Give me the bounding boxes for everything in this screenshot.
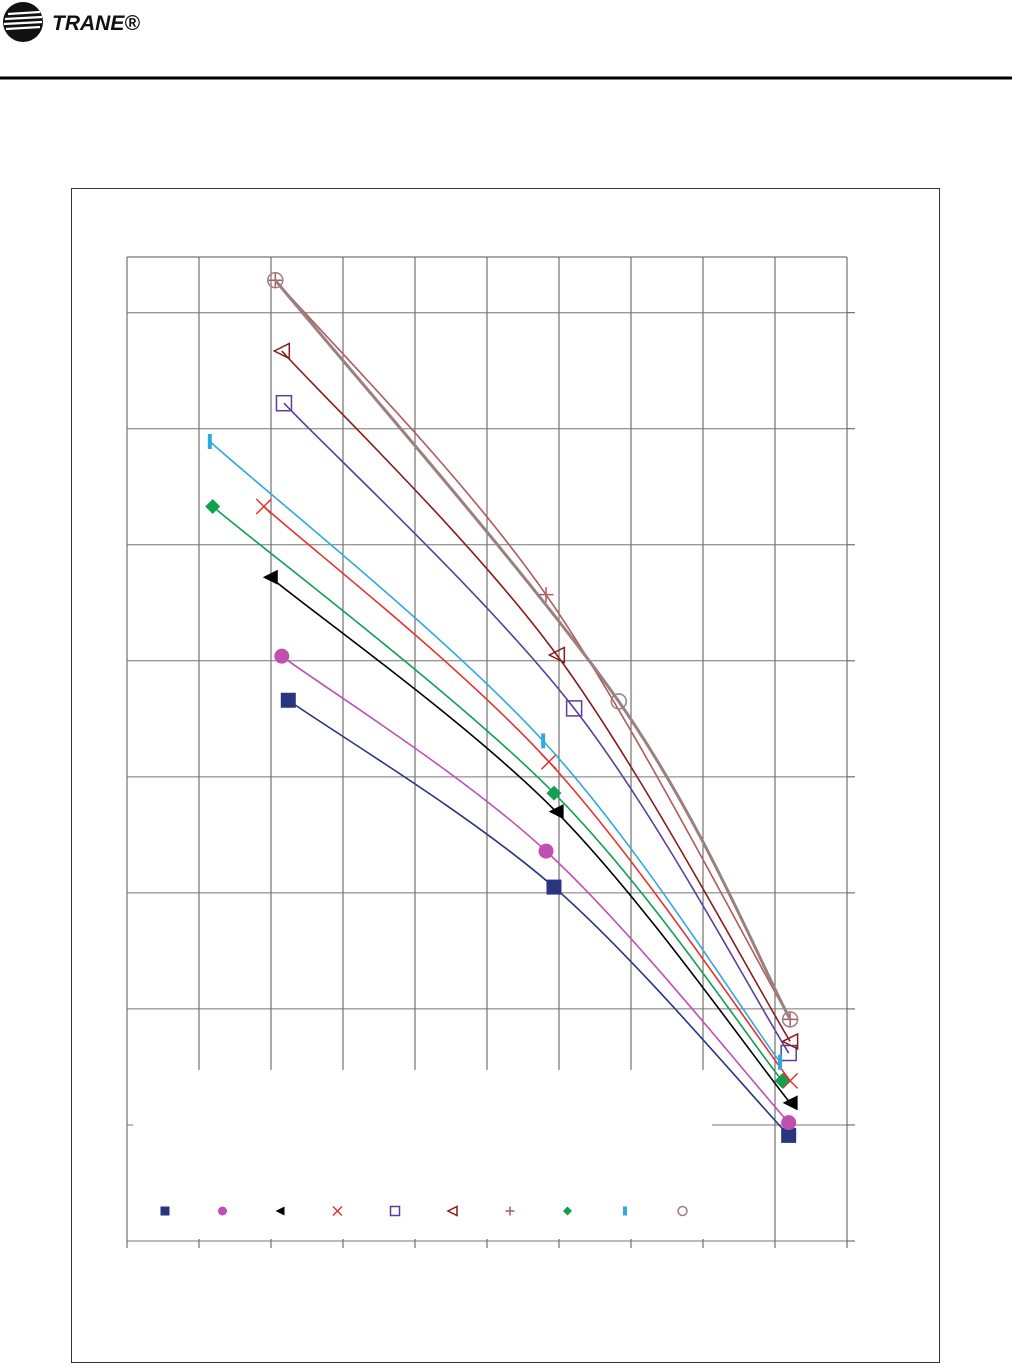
marker-shape (546, 879, 562, 895)
marker-shape (780, 1044, 797, 1062)
marker-shape (389, 1205, 401, 1217)
legend-marker (623, 1206, 627, 1216)
marker-shape (780, 1032, 799, 1051)
marker (547, 646, 566, 664)
marker (781, 1115, 797, 1131)
marker-shape (781, 1115, 797, 1131)
legend-marker (563, 1206, 572, 1216)
marker (255, 498, 272, 515)
legend-box (133, 1070, 712, 1239)
marker-shape (275, 1206, 285, 1216)
marker (207, 434, 212, 449)
marker (782, 1095, 798, 1111)
marker (274, 648, 290, 664)
marker (538, 843, 554, 859)
marker-shape (782, 1095, 798, 1111)
marker (610, 693, 628, 710)
marker (780, 1032, 799, 1051)
logo-text: TRANE® (52, 12, 140, 35)
marker-shape (563, 1206, 572, 1216)
marker (280, 692, 296, 708)
marker (275, 394, 293, 412)
marker (546, 785, 562, 801)
marker-shape (207, 434, 212, 449)
marker-shape (565, 700, 583, 717)
marker-shape (781, 1127, 797, 1143)
marker-shape (538, 843, 554, 859)
series-line (281, 655, 790, 1124)
marker-shape (267, 271, 284, 289)
marker-shape (538, 587, 554, 603)
series-line (209, 440, 781, 1063)
marker (205, 498, 221, 514)
legend-marker (275, 1206, 285, 1216)
marker (262, 569, 278, 585)
marker-shape (218, 1206, 227, 1216)
marker (540, 753, 557, 770)
marker-shape (272, 342, 291, 360)
marker (774, 1073, 790, 1089)
marker (272, 342, 291, 360)
marker (782, 1011, 798, 1027)
marker (781, 1011, 799, 1028)
marker-shape (610, 693, 628, 710)
legend-marker (332, 1205, 343, 1217)
legend-marker (677, 1205, 688, 1217)
logo: TRANE® (3, 2, 140, 42)
marker-shape (547, 646, 566, 664)
marker-shape (332, 1205, 343, 1217)
marker-shape (255, 498, 272, 515)
marker-shape (546, 785, 562, 801)
marker (538, 587, 554, 603)
marker-shape (205, 498, 221, 514)
plot (126, 256, 855, 1248)
marker (546, 879, 562, 895)
marker (780, 1044, 797, 1062)
marker (781, 1127, 797, 1143)
legend-marker (446, 1205, 458, 1217)
marker-shape (782, 1072, 799, 1089)
marker-shape (778, 1054, 783, 1070)
series-line (212, 505, 783, 1082)
series-line (281, 350, 791, 1042)
marker (782, 1072, 799, 1089)
marker-shape (548, 804, 564, 820)
legend-marker (505, 1206, 515, 1216)
marker-shape (160, 1206, 170, 1216)
legend-marker (160, 1206, 170, 1216)
series-line (274, 279, 791, 1020)
series-line (274, 279, 792, 1021)
marker-shape (446, 1205, 458, 1217)
marker-shape (262, 569, 278, 585)
marker-shape (623, 1206, 627, 1216)
marker-shape (677, 1205, 688, 1217)
marker-shape (505, 1206, 515, 1216)
legend-marker (389, 1205, 401, 1217)
marker-shape (541, 733, 546, 749)
marker-shape (275, 394, 293, 412)
marker-shape (274, 648, 290, 664)
marker-shape (782, 1011, 798, 1027)
marker-shape (774, 1073, 790, 1089)
series-line (283, 402, 790, 1054)
marker-shape (540, 753, 557, 770)
marker-shape (781, 1011, 799, 1028)
legend-marker (218, 1206, 227, 1216)
marker (541, 733, 546, 749)
marker-shape (280, 692, 296, 708)
marker (548, 804, 564, 820)
marker (778, 1054, 783, 1070)
marker (565, 700, 583, 717)
marker (267, 271, 284, 289)
logo-stripes (3, 10, 43, 31)
